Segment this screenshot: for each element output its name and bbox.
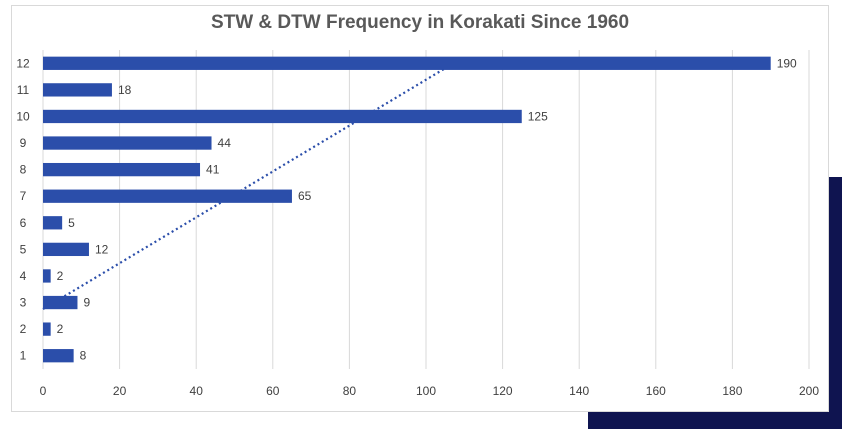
bar — [43, 83, 112, 97]
data-label: 5 — [68, 216, 75, 230]
bar — [43, 216, 63, 230]
trendline-layer — [42, 62, 455, 311]
x-tick-label: 80 — [343, 384, 357, 398]
x-tick-label: 100 — [416, 384, 436, 398]
bar — [43, 136, 212, 150]
x-tick-label: 140 — [569, 384, 589, 398]
chart-title: STW & DTW Frequency in Korakati Since 19… — [211, 12, 629, 33]
x-tick-label: 20 — [113, 384, 127, 398]
bars — [43, 56, 771, 363]
x-tick-label: 0 — [40, 384, 47, 398]
bar-chart: STW & DTW Frequency in Korakati Since 19… — [16, 12, 820, 398]
y-tick-label: 8 — [20, 163, 27, 177]
y-tick-label: 10 — [16, 109, 30, 123]
bar — [43, 269, 51, 283]
y-tick-label: 3 — [20, 296, 27, 310]
y-tick-label: 12 — [16, 56, 30, 70]
x-tick-label: 40 — [190, 384, 204, 398]
x-tick-label: 120 — [493, 384, 513, 398]
x-tick-label: 180 — [722, 384, 742, 398]
bar — [43, 349, 74, 363]
bar — [43, 56, 771, 70]
data-label: 8 — [80, 349, 87, 363]
x-tick-label: 60 — [266, 384, 280, 398]
y-tick-label: 6 — [20, 216, 27, 230]
bar — [43, 162, 201, 177]
data-label: 9 — [83, 296, 90, 310]
x-tick-label: 200 — [799, 384, 819, 398]
bar — [43, 242, 89, 257]
y-tick-label: 7 — [20, 189, 27, 203]
y-tick-label: 9 — [20, 136, 27, 150]
y-tick-label: 2 — [20, 322, 27, 336]
y-tick-label: 5 — [20, 242, 27, 256]
data-label: 18 — [118, 83, 132, 97]
chart-frame: STW & DTW Frequency in Korakati Since 19… — [11, 5, 829, 412]
trendline — [42, 62, 455, 311]
bar — [43, 295, 78, 310]
data-label: 65 — [298, 189, 312, 203]
data-label: 41 — [206, 163, 220, 177]
y-tick-label: 1 — [20, 349, 27, 363]
x-tick-label: 160 — [646, 384, 666, 398]
data-label: 12 — [95, 242, 109, 256]
data-label: 125 — [528, 109, 548, 123]
grid-lines — [42, 50, 810, 369]
data-label: 2 — [57, 269, 64, 283]
bar — [43, 109, 522, 124]
y-tick-label: 4 — [20, 269, 27, 283]
x-axis-ticks: 0 20 40 60 80 100 120 140 160 180 200 — [40, 384, 820, 398]
data-label: 44 — [218, 136, 232, 150]
y-tick-label: 11 — [17, 83, 30, 97]
data-label: 2 — [57, 322, 64, 336]
bar — [43, 322, 51, 336]
bar — [43, 189, 292, 203]
data-label: 190 — [777, 56, 797, 70]
